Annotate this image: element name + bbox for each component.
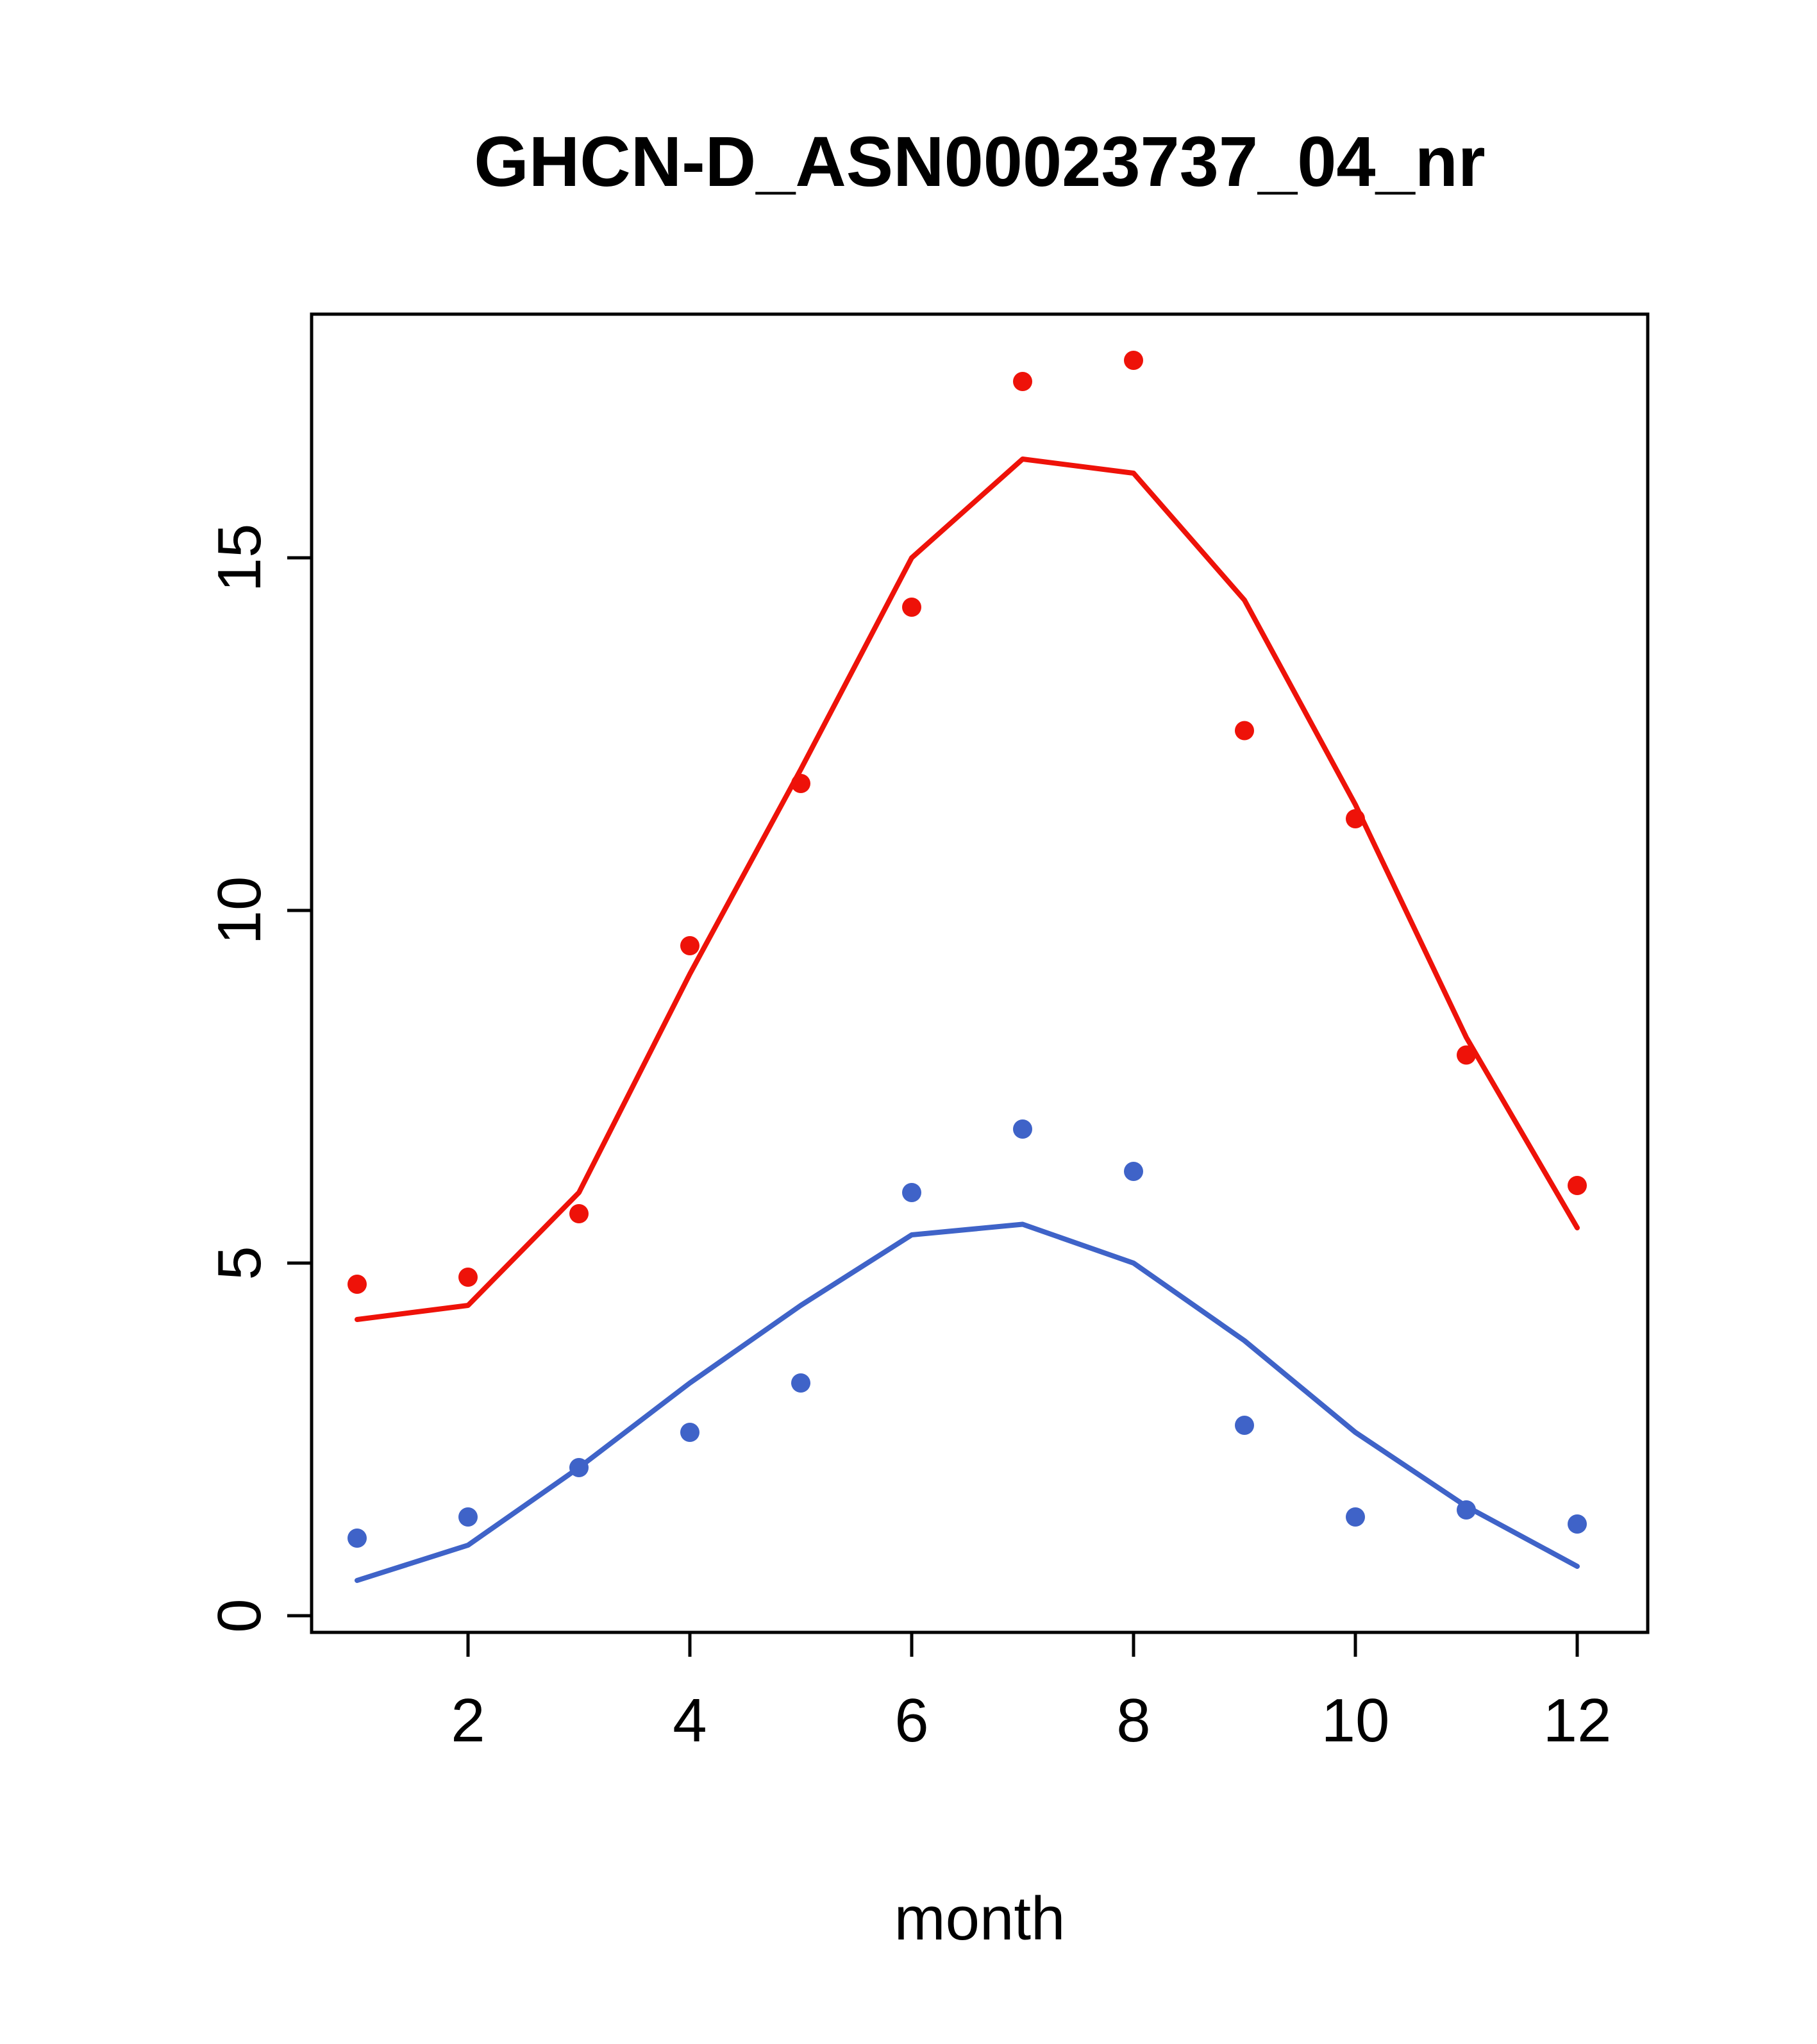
chart-series bbox=[347, 351, 1587, 1583]
blue-points-marker bbox=[569, 1458, 589, 1477]
blue-points-marker bbox=[1568, 1514, 1587, 1534]
y-tick-label: 10 bbox=[205, 876, 274, 945]
blue-points-marker bbox=[458, 1507, 478, 1527]
y-tick-label: 5 bbox=[205, 1246, 274, 1280]
blue-points bbox=[347, 1119, 1587, 1548]
x-tick-label: 12 bbox=[1543, 1686, 1612, 1755]
blue-points-marker bbox=[347, 1529, 367, 1548]
red-line bbox=[355, 457, 1580, 1322]
x-tick-label: 2 bbox=[451, 1686, 485, 1755]
y-tick-label: 15 bbox=[205, 524, 274, 592]
blue-points-marker bbox=[1124, 1162, 1143, 1181]
red-points-marker bbox=[1235, 721, 1254, 741]
x-tick-label: 6 bbox=[894, 1686, 928, 1755]
red-points-marker bbox=[1457, 1045, 1476, 1065]
red-points-marker bbox=[1346, 809, 1365, 828]
blue-points-marker bbox=[791, 1373, 810, 1393]
plot-box bbox=[310, 312, 1650, 1634]
blue-points-marker bbox=[1346, 1507, 1365, 1527]
blue-points-marker bbox=[1013, 1119, 1032, 1139]
blue-points-marker bbox=[902, 1183, 921, 1202]
red-points-marker bbox=[1124, 351, 1143, 370]
red-points-marker bbox=[791, 774, 810, 793]
red-points-marker bbox=[569, 1204, 589, 1223]
x-tick-label: 8 bbox=[1116, 1686, 1150, 1755]
red-points-marker bbox=[1013, 372, 1032, 391]
blue-points-marker bbox=[1457, 1500, 1476, 1520]
x-tick-label: 10 bbox=[1321, 1686, 1390, 1755]
red-points-marker bbox=[680, 936, 699, 955]
axis-ticks: 2 4 6 8 10 12 0 5 10 15 bbox=[205, 524, 1611, 1755]
red-points-marker bbox=[458, 1268, 478, 1287]
red-points-marker bbox=[1568, 1176, 1587, 1195]
x-tick-label: 4 bbox=[673, 1686, 707, 1755]
blue-points-marker bbox=[680, 1423, 699, 1442]
red-points-marker bbox=[902, 598, 921, 617]
red-points-marker bbox=[347, 1275, 367, 1294]
x-axis-label: month bbox=[894, 1884, 1066, 1953]
chart-title: GHCN-D_ASN00023737_04_nr bbox=[474, 122, 1486, 201]
red-points bbox=[347, 351, 1587, 1294]
blue-line bbox=[355, 1221, 1580, 1583]
y-tick-label: 0 bbox=[205, 1598, 274, 1632]
blue-points-marker bbox=[1235, 1416, 1254, 1435]
